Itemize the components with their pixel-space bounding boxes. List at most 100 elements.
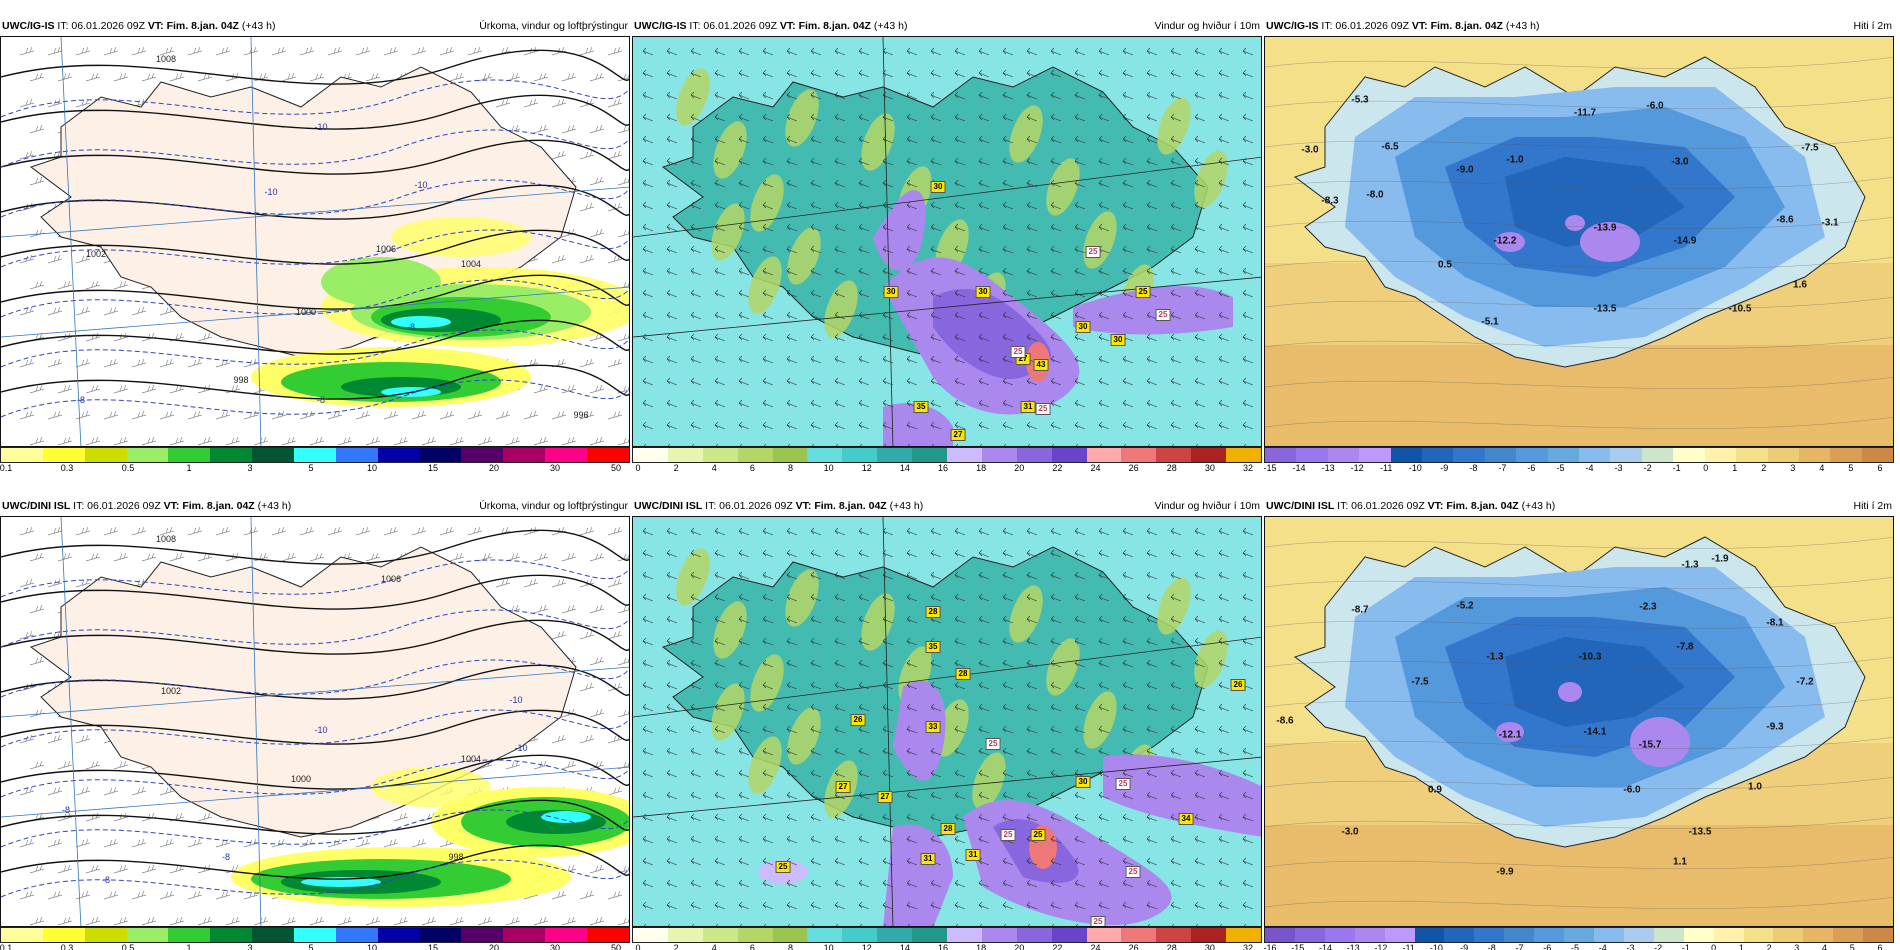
- colorbar-tick-label: -9: [1460, 943, 1469, 950]
- gust-badge: 27: [835, 781, 851, 793]
- map-panel-4: UWC/DINI ISL IT: 06.01.2026 09Z VT: Fim.…: [0, 498, 630, 950]
- colorbar-cell: [1861, 448, 1894, 462]
- colorbar-tick-label: 5: [1849, 943, 1855, 950]
- wind-badge: 25: [1155, 309, 1171, 321]
- colorbar-legend: -16 -15 -14 -13 -12 -11 -10 -9 -8 -7 -6 -5 -4 -3 -2 -1 0…: [1263, 927, 1894, 950]
- colorbar-tick-label: -13: [1321, 463, 1335, 473]
- contour-label: 1004: [460, 259, 482, 269]
- colorbar-labels: 0 2 4 6 8 10 12 14 16 18 20 22 24 26 28 30 32: [632, 943, 1262, 950]
- colorbar-tick-label: 20: [1014, 943, 1025, 950]
- colorbar-tick-label: 0: [635, 463, 641, 473]
- temperature-label: -3.0: [1671, 156, 1689, 168]
- temperature-label: -7.2: [1796, 676, 1814, 688]
- colorbar-tick-label: 32: [1242, 943, 1254, 950]
- colorbar-tick-label: -14: [1292, 463, 1306, 473]
- colorbar-cell: [1474, 928, 1505, 942]
- temperature-label: -8.6: [1776, 214, 1794, 226]
- temperature-label: -6.5: [1381, 141, 1399, 153]
- contour-label: -8: [61, 805, 71, 815]
- colorbar-tick-label: 6: [749, 463, 755, 473]
- temperature-label: -5.3: [1351, 94, 1369, 106]
- colorbar-legend: 0.1 0.3 0.5 1 3 5 10 15 20 30 50: [0, 447, 630, 473]
- gust-badge: 26: [850, 714, 866, 726]
- colorbar-tick-label: 16: [937, 943, 949, 950]
- colorbar-cell: [1, 448, 43, 462]
- colorbar-cell: [1121, 448, 1157, 462]
- model-name: UWC/DINI ISL: [1266, 500, 1335, 512]
- model-name: UWC/DINI ISL: [634, 500, 703, 512]
- gust-badge: 35: [925, 641, 941, 653]
- contour-label: 998: [448, 852, 464, 862]
- temperature-label: -1.3: [1681, 559, 1699, 571]
- colorbar-cell: [1422, 448, 1454, 462]
- colorbar-tick-label: -15: [1263, 463, 1277, 473]
- temperature-label: -9.9: [1496, 866, 1514, 878]
- model-name: UWC/DINI ISL: [2, 500, 71, 512]
- temperature-label: -8.0: [1366, 189, 1384, 201]
- gust-badge: 28: [955, 668, 971, 680]
- colorbar-cell: [1547, 448, 1580, 462]
- colorbar-cell: [1414, 928, 1445, 942]
- colorbar-tick-label: 2: [1761, 463, 1767, 473]
- colorbar-cell: [1564, 928, 1594, 942]
- temperature-label: -13.5: [1593, 303, 1617, 315]
- map-image: -5.3 -3.0 -6.5 -8.0 -8.3 -9.0 -1.0 -12.2 0.5 -5.1…: [1264, 36, 1894, 447]
- temperature-label: -10.5: [1728, 303, 1752, 315]
- valid-time: Fim. 8.jan. 04Z: [814, 500, 887, 512]
- colorbar-cell: [168, 928, 211, 942]
- colorbar-cell: [947, 448, 982, 462]
- contour-label: -10: [314, 122, 328, 132]
- field-name: Úrkoma, vindur og loftþrýstingur: [479, 500, 628, 512]
- colorbar-cells: [632, 447, 1262, 463]
- temperature-label: -1.3: [1486, 651, 1504, 663]
- colorbar-tick-label: -1: [1681, 943, 1690, 950]
- colorbar-tick-label: 32: [1242, 463, 1254, 473]
- wind-badge: 25: [1000, 829, 1016, 841]
- map-image: 1008 1006 1004 1002 1000 998 996 -10 -10 -10 -8 -8 -…: [0, 36, 630, 447]
- map-image: 1008 1006 1004 1002 1000 998 -10 -10 -8 -8 -8 -10: [0, 516, 630, 927]
- temperature-label: -2.3: [1639, 601, 1657, 613]
- colorbar-cell: [737, 448, 773, 462]
- colorbar-cells: [0, 447, 630, 463]
- contour-label: 1002: [85, 249, 107, 259]
- colorbar-cell: [503, 448, 546, 462]
- colorbar-tick-label: -6: [1543, 943, 1552, 950]
- lead-time: (+43 h): [241, 20, 276, 32]
- colorbar-cells: [1264, 447, 1894, 463]
- temperature-label: 1.1: [1673, 856, 1687, 868]
- init-time: IT: 06.01.2026 09Z: [689, 20, 777, 32]
- colorbar-tick-label: -8: [1487, 943, 1496, 950]
- temperature-label: -8.7: [1351, 604, 1369, 616]
- field-name: Vindur og hviður í 10m: [1154, 20, 1260, 32]
- colorbar-legend: -15 -14 -13 -12 -11 -10 -9 -8 -7 -6 -5 -4 -3 -2 -1 0 1 2 3…: [1263, 447, 1894, 473]
- field-name: Vindur og hviður í 10m: [1154, 500, 1260, 512]
- wind-badge: 25: [1085, 246, 1101, 258]
- temperature-label: -10.3: [1578, 651, 1602, 663]
- colorbar-cell: [772, 448, 808, 462]
- colorbar-tick-label: -10: [1429, 943, 1443, 950]
- colorbar-tick-label: 30: [549, 943, 561, 950]
- colorbar-cell: [210, 928, 253, 942]
- lead-time: (+43 h): [257, 500, 292, 512]
- colorbar-cell: [294, 928, 336, 942]
- init-time: IT: 06.01.2026 09Z: [57, 20, 145, 32]
- gust-badge: 30: [1110, 334, 1126, 346]
- valid-label: VT:: [1411, 20, 1428, 32]
- colorbar-tick-label: 10: [366, 463, 378, 473]
- colorbar-cell: [1704, 448, 1737, 462]
- colorbar-tick-label: 4: [711, 463, 717, 473]
- gust-badge: 33: [925, 721, 941, 733]
- colorbar-cell: [1191, 448, 1227, 462]
- colorbar-cell: [702, 928, 738, 942]
- colorbar-tick-label: 0.5: [121, 943, 135, 950]
- colorbar-cells: [632, 927, 1262, 943]
- colorbar-tick-label: 24: [1090, 943, 1101, 950]
- temperature-label: -6.0: [1646, 100, 1664, 112]
- valid-label: VT:: [147, 20, 164, 32]
- temperature-label: -14.1: [1583, 726, 1607, 738]
- colorbar-tick-label: 1: [186, 943, 192, 950]
- valid-time: Fim. 8.jan. 04Z: [166, 20, 239, 32]
- colorbar-tick-label: 20: [488, 943, 500, 950]
- colorbar-cell: [1226, 448, 1262, 462]
- colorbar-tick-label: -12: [1374, 943, 1388, 950]
